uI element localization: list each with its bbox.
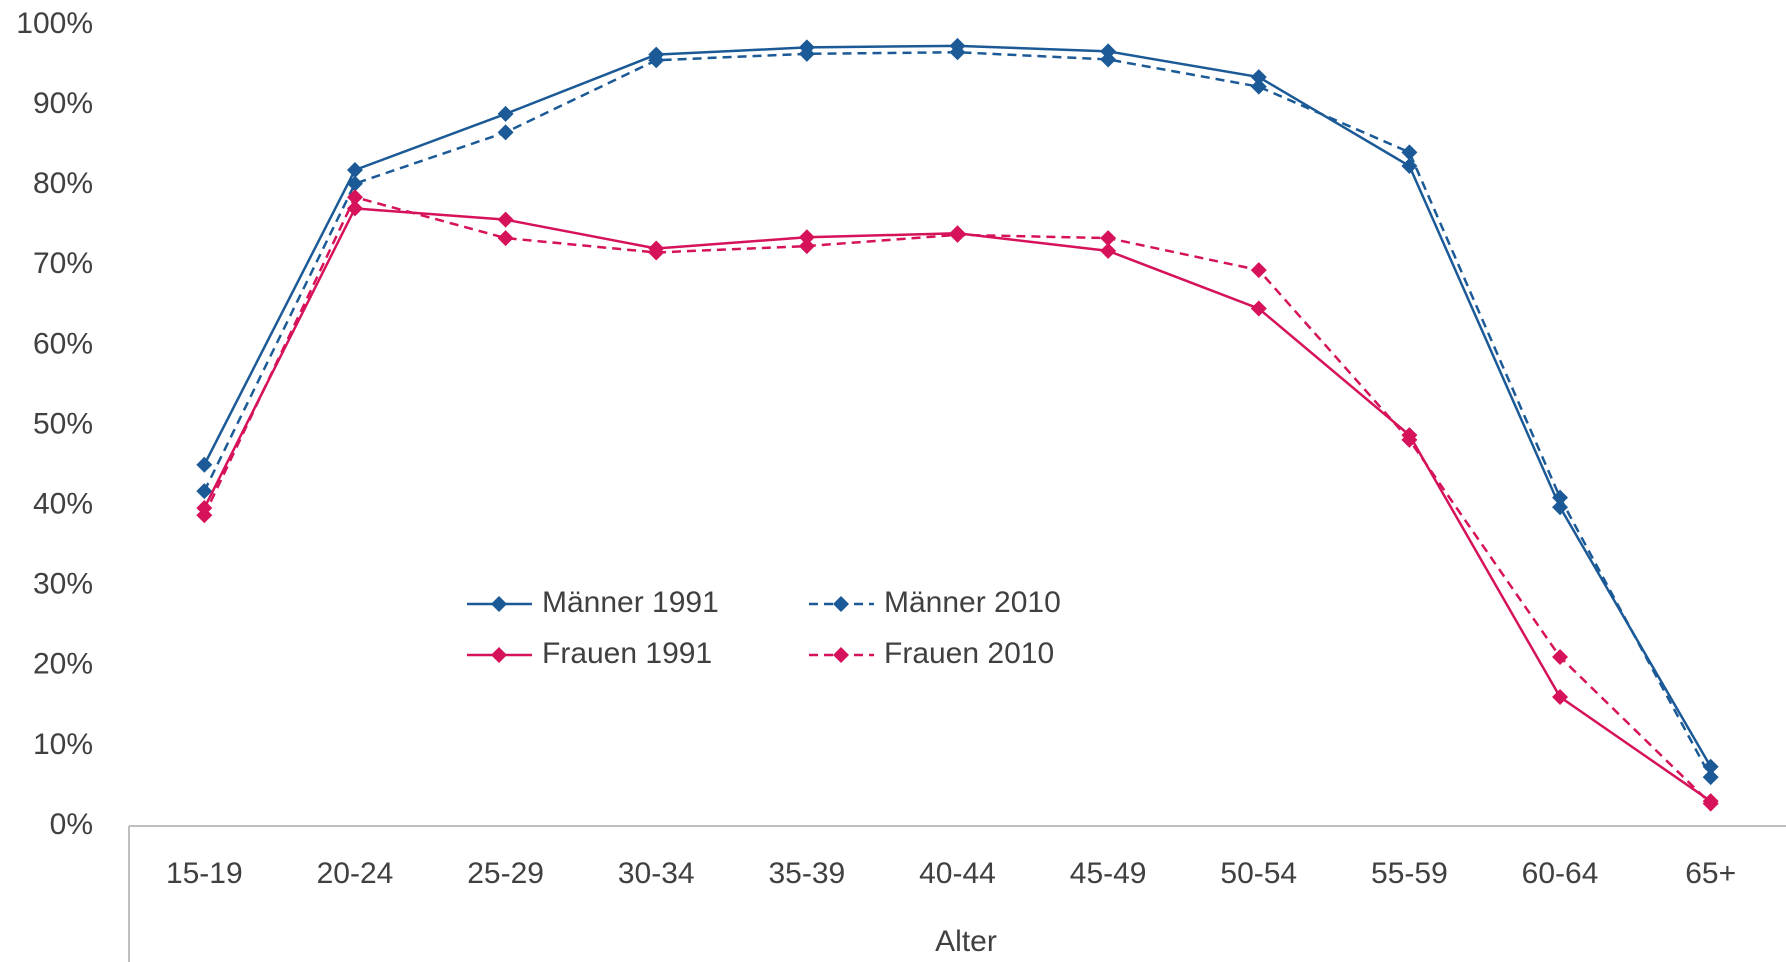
point-marker [1702, 769, 1719, 786]
point-marker [497, 124, 514, 141]
point-marker [1100, 230, 1117, 247]
point-marker [1250, 262, 1267, 279]
point-marker [1702, 795, 1719, 812]
point-marker [497, 211, 514, 228]
legend-label: Frauen 2010 [884, 637, 1054, 670]
x-tick-label: 65+ [1685, 857, 1736, 890]
point-marker [1250, 300, 1267, 317]
y-tick-label: 70% [33, 247, 93, 280]
point-marker [1401, 144, 1418, 161]
point-marker [497, 105, 514, 122]
y-tick-label: 20% [33, 648, 93, 681]
point-marker [196, 456, 213, 473]
legend-marker [491, 596, 507, 612]
legend-marker [833, 596, 849, 612]
legend-marker [491, 647, 507, 663]
y-tick-label: 80% [33, 167, 93, 200]
y-tick-label: 100% [16, 7, 93, 40]
point-marker [1100, 242, 1117, 259]
point-marker [949, 44, 966, 61]
point-marker [798, 229, 815, 246]
series-line [203, 207, 1712, 803]
point-marker [648, 244, 665, 261]
point-marker [196, 483, 213, 500]
point-marker [1250, 69, 1267, 86]
y-tick-label: 90% [33, 87, 93, 120]
point-marker [1552, 489, 1569, 506]
point-marker [346, 175, 363, 192]
point-marker [346, 200, 363, 217]
point-marker [648, 52, 665, 69]
y-tick-label: 60% [33, 327, 93, 360]
point-marker [346, 189, 363, 206]
x-axis-label: Alter [935, 925, 997, 958]
x-tick-label: 45-49 [1070, 857, 1147, 890]
legend-label: Männer 2010 [884, 586, 1061, 619]
point-marker [1401, 157, 1418, 174]
point-marker [1100, 43, 1117, 60]
legend-marker [833, 647, 849, 663]
x-tick-label: 35-39 [768, 857, 845, 890]
y-tick-label: 30% [33, 568, 93, 601]
x-tick-label: 15-19 [166, 857, 243, 890]
point-marker [497, 230, 514, 247]
x-tick-label: 50-54 [1220, 857, 1297, 890]
point-marker [1401, 431, 1418, 448]
series-line [203, 195, 1712, 805]
point-marker [949, 226, 966, 243]
y-tick-label: 40% [33, 488, 93, 521]
legend-label: Männer 1991 [542, 586, 719, 619]
x-tick-label: 40-44 [919, 857, 996, 890]
series-line [203, 50, 1712, 778]
legend-label: Frauen 1991 [542, 637, 712, 670]
point-marker [798, 45, 815, 62]
y-tick-label: 10% [33, 728, 93, 761]
point-marker [1250, 78, 1267, 95]
x-tick-label: 20-24 [317, 857, 394, 890]
point-marker [346, 161, 363, 178]
point-marker [1100, 51, 1117, 68]
x-tick-label: 25-29 [467, 857, 544, 890]
y-tick-label: 50% [33, 407, 93, 440]
y-tick-label: 0% [50, 808, 93, 841]
point-marker [1552, 648, 1569, 665]
point-marker [1702, 758, 1719, 775]
x-tick-label: 55-59 [1371, 857, 1448, 890]
x-tick-label: 30-34 [618, 857, 695, 890]
point-marker [798, 238, 815, 255]
point-marker [1552, 689, 1569, 706]
x-tick-label: 60-64 [1522, 857, 1599, 890]
point-marker [196, 507, 213, 524]
